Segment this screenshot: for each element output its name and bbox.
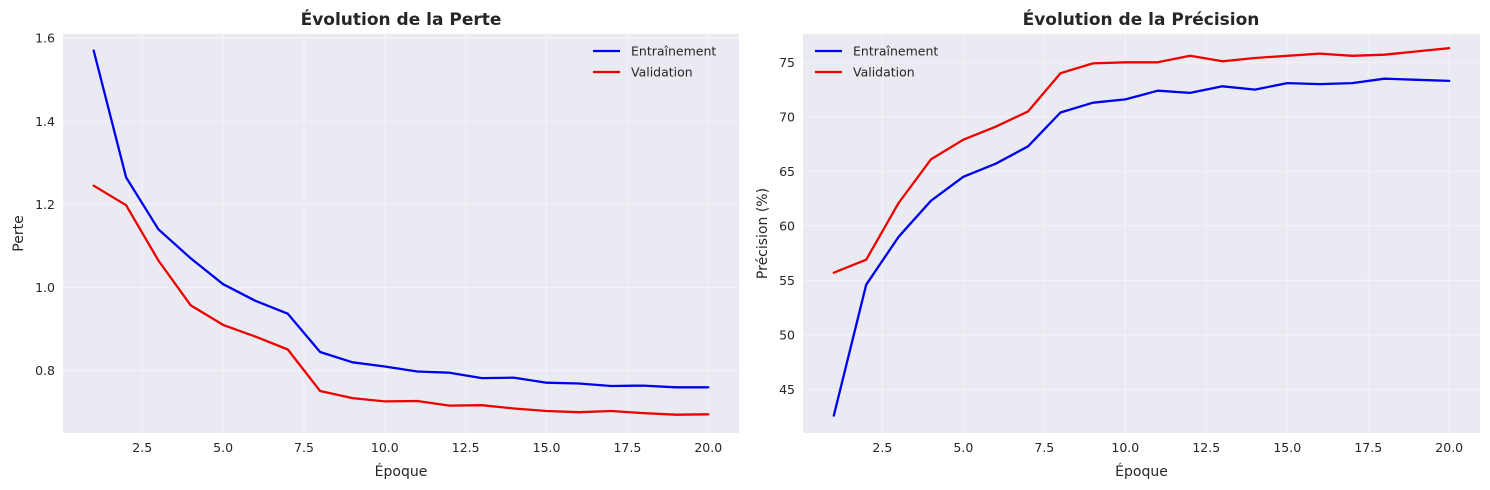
- series-line-validation: [92, 184, 710, 416]
- x-tick-label: 20.0: [694, 440, 722, 455]
- chart-title: Évolution de la Perte: [301, 8, 502, 30]
- plot-area: [803, 34, 1480, 433]
- plot-area: [63, 34, 739, 433]
- series-line-train: [92, 49, 710, 389]
- legend-label: Validation: [853, 65, 915, 80]
- x-tick-label: 2.5: [872, 440, 892, 455]
- x-tick-label: 17.5: [1354, 440, 1382, 455]
- y-tick-label: 45: [779, 382, 795, 397]
- x-tick-label: 2.5: [132, 440, 152, 455]
- y-tick-label: 1.4: [35, 114, 55, 129]
- y-tick-label: 1.6: [35, 31, 55, 46]
- y-axis-label: Perte: [11, 215, 27, 251]
- legend-label: Validation: [631, 65, 693, 80]
- x-tick-label: 7.5: [294, 440, 314, 455]
- chart-title: Évolution de la Précision: [1023, 8, 1260, 30]
- y-tick-label: 60: [779, 218, 795, 233]
- y-axis-label: Précision (%): [755, 188, 771, 279]
- y-tick-label: 70: [779, 109, 795, 124]
- accuracy-chart: 2.5 5.0 7.5 10.0 12.5 15.0 17.5 20.0 45 50 55 60 65 7…: [755, 8, 1480, 480]
- x-axis-label: Époque: [1115, 463, 1168, 480]
- x-tick-label: 10.0: [371, 440, 399, 455]
- x-tick-label: 20.0: [1435, 440, 1463, 455]
- series-line-train: [832, 77, 1451, 417]
- x-tick-label: 17.5: [613, 440, 641, 455]
- legend-label: Entraînement: [631, 44, 716, 59]
- y-tick-label: 55: [779, 273, 795, 288]
- x-tick-label: 12.5: [452, 440, 480, 455]
- y-tick-label: 65: [779, 164, 795, 179]
- x-tick-label: 12.5: [1192, 440, 1220, 455]
- x-tick-label: 15.0: [533, 440, 561, 455]
- series-line-validation: [832, 47, 1451, 274]
- y-tick-label: 0.8: [35, 363, 55, 378]
- x-tick-label: 7.5: [1034, 440, 1054, 455]
- y-tick-label: 1.0: [35, 280, 55, 295]
- x-tick-label: 10.0: [1111, 440, 1139, 455]
- x-tick-label: 5.0: [213, 440, 233, 455]
- y-tick-label: 50: [779, 327, 795, 342]
- legend-label: Entraînement: [853, 44, 938, 59]
- x-axis-label: Époque: [375, 463, 428, 480]
- y-tick-label: 75: [779, 55, 795, 70]
- loss-chart: 2.5 5.0 7.5 10.0 12.5 15.0 17.5 20.0 0.8 1.0 1.2 1.…: [11, 8, 739, 480]
- x-tick-label: 5.0: [953, 440, 973, 455]
- x-tick-label: 15.0: [1273, 440, 1301, 455]
- y-tick-label: 1.2: [35, 197, 55, 212]
